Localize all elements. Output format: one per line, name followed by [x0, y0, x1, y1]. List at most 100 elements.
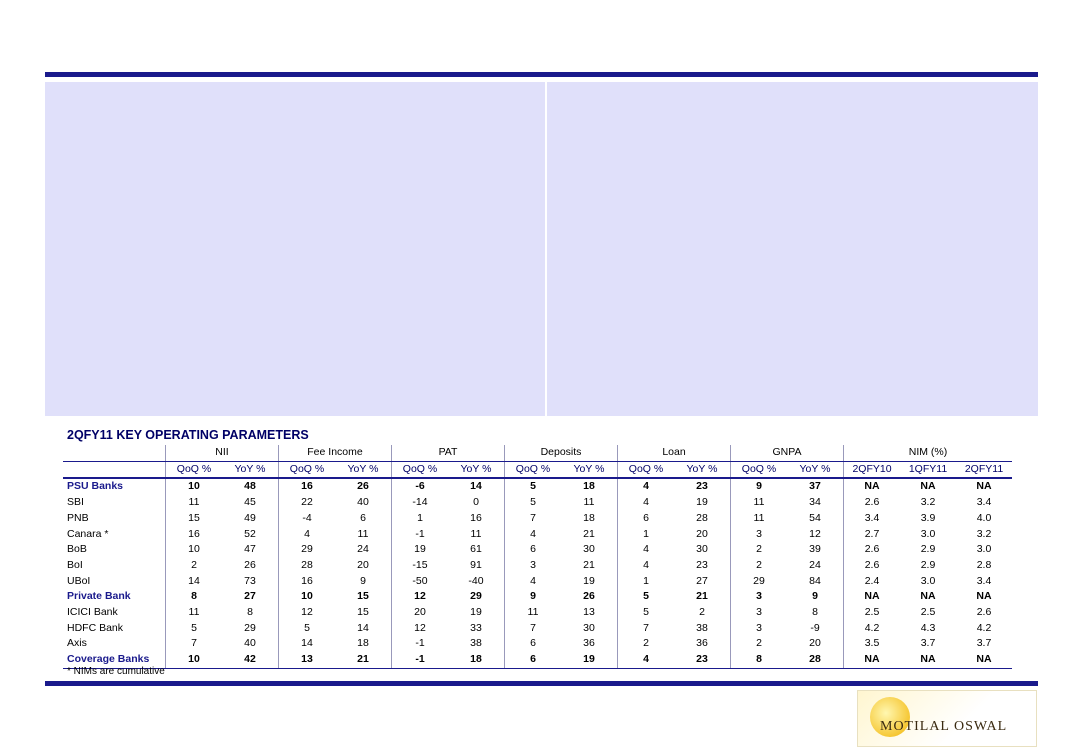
cell: 45 [244, 496, 256, 509]
cell: 2.5 [920, 606, 936, 619]
cell: 11 [165, 495, 222, 511]
cell: -1 [391, 636, 448, 653]
cell: 26 [244, 558, 256, 571]
cell: 40 [244, 637, 256, 650]
cell: 13 [278, 652, 335, 669]
cell: 2.6 [843, 495, 900, 511]
cell: 2.6 [843, 557, 900, 574]
cell: 2 [165, 557, 222, 574]
cell: NA [843, 652, 900, 669]
cell: 7 [165, 636, 222, 653]
cell: 12 [278, 605, 335, 621]
group-header: Deposits [504, 445, 618, 462]
table-title: 2QFY11 KEY OPERATING PARAMETERS [67, 428, 309, 442]
bank-row: BoB 10 47 29 24 19 61 6 30 4 30 2 39 2.6 2.9 3.0 [63, 542, 1012, 558]
cell: 5 [504, 478, 561, 496]
summary-row: Private Bank 8 27 10 15 12 29 9 26 5 21 3 9 NA NA NA [63, 589, 1012, 606]
cell: 9 [812, 590, 818, 603]
logo-sun [870, 697, 910, 737]
cell: NA [976, 480, 992, 493]
cell: 2.5 [843, 605, 900, 621]
subheader: YoY % [787, 461, 844, 480]
cell: 49 [244, 511, 256, 524]
cell: 6 [617, 510, 674, 527]
data-table: NII Fee Income PAT Deposits Loan GNPA NIM (%) Q… [63, 445, 1012, 669]
summary-row: Coverage Banks 10 42 13 21 -1 18 6 19 4 23 8 28 NA NA N… [63, 652, 1012, 669]
cell: NA [900, 652, 956, 669]
subheader: QoQ % [617, 461, 674, 480]
cell: 5 [165, 620, 222, 637]
footnote: * NIMs are cumulative [67, 666, 165, 677]
cell: 1 [391, 510, 448, 527]
cell: 5 [278, 620, 335, 637]
row-label: Coverage Banks [63, 652, 166, 669]
cell: 24 [809, 558, 821, 571]
cell: 19 [583, 574, 595, 587]
cell: 29 [278, 542, 335, 558]
cell: 54 [809, 511, 821, 524]
cell: 15 [357, 590, 369, 603]
cell: 28 [787, 652, 844, 669]
subheader: QoQ % [165, 461, 222, 480]
cell: 19 [561, 652, 618, 669]
cell: 19 [391, 542, 448, 558]
logo: MOTILAL OSWAL [857, 690, 1037, 747]
cell: 2.8 [976, 558, 992, 571]
row-label: SBI [67, 496, 84, 509]
cell: 0 [473, 496, 479, 509]
cell: 3 [730, 605, 787, 621]
cell: 30 [583, 621, 595, 634]
cell: 21 [696, 590, 708, 603]
bank-row: ICICI Bank 11 8 12 15 20 19 11 13 5 2 3 8 2.5 2.5 2.6 [63, 605, 1012, 621]
bank-row: BoI 2 26 28 20 -15 91 3 21 4 23 2 24 2.6 2.9 2.8 [63, 557, 1012, 574]
cell: 40 [357, 496, 369, 509]
cell: 2 [617, 636, 674, 653]
row-label: Canara * [67, 527, 109, 540]
subheader: 2QFY10 [843, 461, 900, 480]
cell: 28 [696, 511, 708, 524]
cell: 4 [617, 652, 674, 669]
cell: 16 [278, 573, 335, 590]
cell: 20 [391, 605, 448, 621]
cell: 6 [504, 542, 561, 558]
cell: 12 [391, 620, 448, 637]
cell: 11 [504, 605, 561, 621]
cell: 12 [391, 589, 448, 606]
cell: 2 [730, 636, 787, 653]
bank-row: HDFC Bank 5 29 5 14 12 33 7 30 7 38 3 -9 4.2 4.3 4.2 [63, 620, 1012, 637]
group-header-row: NII Fee Income PAT Deposits Loan GNPA NIM (%) [63, 445, 1012, 462]
cell: 3.0 [920, 527, 936, 540]
subheader: 1QFY11 [900, 461, 956, 480]
cell: 15 [165, 510, 222, 527]
group-header: PAT [391, 445, 505, 462]
subheader-row: QoQ % YoY % QoQ % YoY % QoQ % YoY % QoQ % YoY %… [63, 461, 1012, 480]
cell: 18 [448, 652, 505, 669]
cell: 29 [730, 573, 787, 590]
subheader: QoQ % [504, 461, 561, 480]
cell: 11 [583, 496, 595, 509]
group-header: Loan [617, 445, 731, 462]
subheader: YoY % [222, 461, 279, 480]
cell: NA [920, 590, 936, 603]
subheader: YoY % [335, 461, 392, 480]
cell: 34 [809, 496, 821, 509]
subheader: QoQ % [391, 461, 448, 480]
cell: 5 [504, 495, 561, 511]
cell: 3 [730, 589, 787, 606]
cell: -9 [810, 621, 820, 634]
cell: 3.4 [976, 574, 992, 587]
cell: 42 [222, 652, 279, 669]
cell: 84 [809, 574, 821, 587]
cell: 23 [696, 558, 708, 571]
cell: 3.2 [920, 496, 936, 509]
cell: -4 [278, 510, 335, 527]
cell: 14 [165, 573, 222, 590]
cell: 4.3 [920, 621, 936, 634]
cell: 28 [278, 557, 335, 574]
group-header: Fee Income [278, 445, 392, 462]
cell: 3.0 [976, 543, 992, 556]
cell: 14 [357, 621, 369, 634]
cell: 11 [470, 527, 482, 540]
cell: 27 [696, 574, 708, 587]
